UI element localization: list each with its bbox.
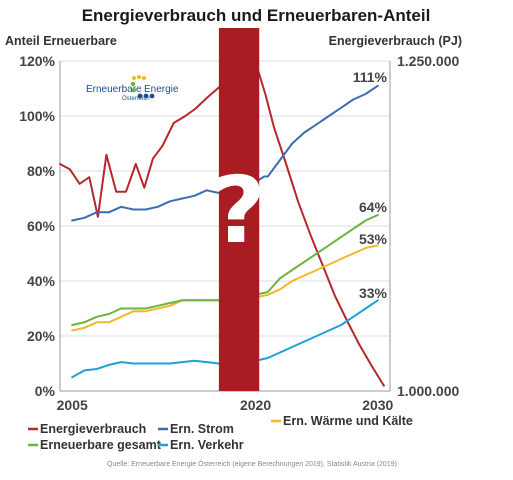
y-tick-left-0%: 0% bbox=[35, 383, 56, 399]
y-tick-left-100%: 100% bbox=[19, 108, 55, 124]
legend-label-energieverbrauch: Energieverbrauch bbox=[40, 422, 146, 436]
logo-dot-1 bbox=[132, 76, 136, 80]
right-axis-title: Energieverbrauch (PJ) bbox=[329, 34, 462, 48]
logo-dot-3 bbox=[142, 76, 146, 80]
axes: 0% 20% 40% 60% 80% 100% 120% 1.000.000 1.250.000… bbox=[19, 53, 459, 413]
end-label-64: 64% bbox=[359, 199, 388, 215]
end-label-53: 53% bbox=[359, 231, 388, 247]
logo-text-right: Energie bbox=[144, 84, 179, 95]
left-axis-title: Anteil Erneuerbare bbox=[5, 34, 117, 48]
y-tick-left-20%: 20% bbox=[27, 328, 56, 344]
source-note: Quelle: Erneuerbare Energie Österreich (… bbox=[107, 460, 397, 468]
logo-dot-5 bbox=[131, 87, 137, 93]
logo-dots bbox=[130, 75, 155, 99]
end-labels: 111% 53% 64% 33% bbox=[353, 69, 388, 301]
chart-title: Energieverbrauch und Erneuerbaren-Anteil bbox=[82, 6, 431, 25]
y-tick-left-40%: 40% bbox=[27, 273, 56, 289]
brand-logo: Erneuerbare Energie Österreich bbox=[86, 75, 179, 102]
legend-label-ern-verkehr: Ern. Verkehr bbox=[170, 438, 244, 452]
series-line-energieverbrauch bbox=[59, 61, 385, 387]
question-mark: ? bbox=[212, 157, 265, 264]
logo-dot-7 bbox=[143, 93, 149, 99]
end-label-33: 33% bbox=[359, 285, 388, 301]
logo-dot-4 bbox=[130, 81, 136, 87]
x-tick-2005: 2005 bbox=[57, 397, 88, 413]
logo-dot-2 bbox=[137, 75, 141, 79]
y-tick-left-120%: 120% bbox=[19, 53, 55, 69]
uncertainty-band-rect bbox=[218, 28, 260, 391]
legend: Energieverbrauch Ern. Strom Ern. Wärme und… bbox=[28, 414, 413, 452]
x-tick-2020: 2020 bbox=[240, 397, 271, 413]
x-tick-2030: 2030 bbox=[362, 397, 393, 413]
legend-label-erneuerbare-gesamt: Erneuerbare gesamt bbox=[40, 438, 162, 452]
y-tick-left-80%: 80% bbox=[27, 163, 56, 179]
legend-label-ern-strom: Ern. Strom bbox=[170, 422, 234, 436]
uncertainty-band: ? bbox=[212, 28, 266, 391]
y-tick-right-max: 1.250.000 bbox=[397, 53, 459, 69]
y-tick-right-min: 1.000.000 bbox=[397, 383, 459, 399]
end-label-111: 111% bbox=[353, 69, 388, 85]
logo-dot-8 bbox=[149, 93, 155, 99]
logo-text-left: Erneuerbare bbox=[86, 84, 142, 95]
logo-subtext: Österreich bbox=[122, 95, 150, 102]
legend-label-ern-waerme-und-kaelte: Ern. Wärme und Kälte bbox=[283, 414, 413, 428]
y-tick-left-60%: 60% bbox=[27, 218, 56, 234]
logo-dot-6 bbox=[137, 93, 143, 99]
